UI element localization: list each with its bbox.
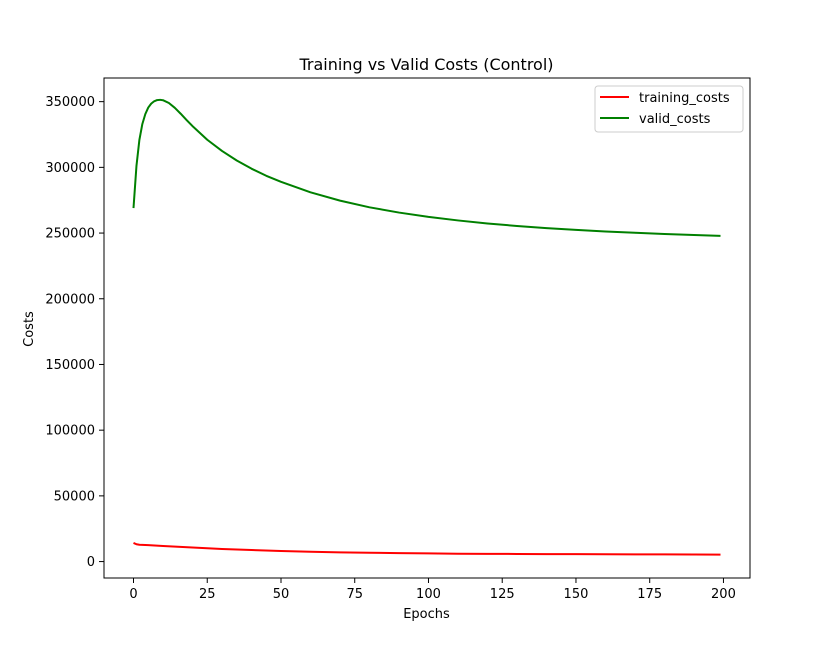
plot-area: 0 25 50 75 100 125 150 175 200 0 50000 100000 150000…	[45, 77, 751, 602]
y-tick-label: 50000	[54, 489, 95, 504]
x-tick-label: 125	[490, 587, 515, 602]
y-tick-label: 150000	[45, 358, 95, 373]
y-tick-label: 100000	[45, 424, 95, 439]
y-tick-label: 350000	[45, 95, 95, 110]
x-tick-label: 100	[416, 587, 441, 602]
x-tick-label: 50	[273, 587, 290, 602]
legend-label-valid_costs: valid_costs	[639, 112, 711, 127]
series-line-valid_costs	[132, 98, 721, 237]
y-tick-label: 300000	[45, 161, 95, 176]
legend-label-training_costs: training_costs	[639, 91, 730, 106]
chart-title: Training vs Valid Costs (Control)	[298, 55, 553, 74]
series-line-training_costs	[133, 541, 721, 556]
axes-frame	[103, 77, 751, 579]
y-tick-label: 250000	[45, 227, 95, 242]
x-tick-label: 150	[564, 587, 589, 602]
y-tick-label: 0	[87, 555, 95, 570]
x-tick-label: 175	[637, 587, 662, 602]
x-tick-label: 200	[711, 587, 736, 602]
x-tick-label: 75	[346, 587, 363, 602]
y-tick-label: 200000	[45, 292, 95, 307]
x-tick-label: 25	[199, 587, 216, 602]
x-tick-label: 0	[129, 587, 137, 602]
x-axis-label: Epochs	[403, 607, 450, 622]
legend-box	[594, 85, 744, 133]
y-axis-label: Costs	[22, 311, 37, 347]
